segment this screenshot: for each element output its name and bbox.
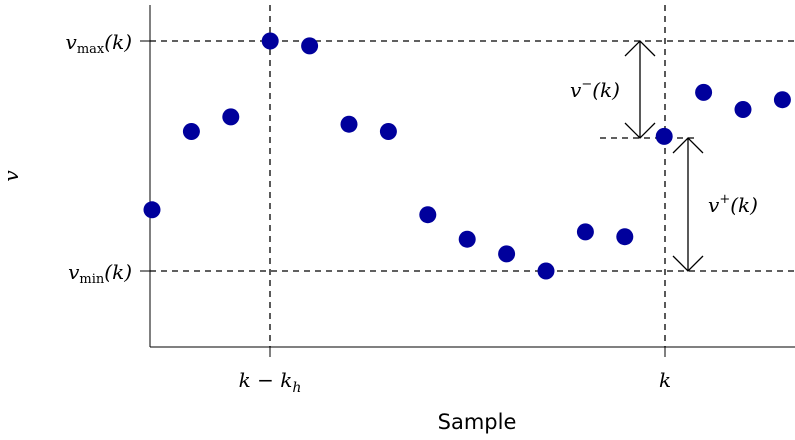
data-point: [261, 32, 279, 50]
data-point: [734, 101, 752, 118]
vplus-arrow: [672, 137, 704, 272]
x-axis-label: Sample: [438, 410, 517, 434]
vmax-label: vmax(k): [66, 30, 132, 57]
data-point: [498, 245, 516, 263]
data-point: [537, 262, 555, 280]
data-point: [616, 228, 634, 246]
data-point: [340, 115, 358, 133]
vmin-label: vmin(k): [68, 260, 132, 287]
data-point: [576, 223, 594, 241]
data-point: [655, 127, 673, 145]
vplus-label: v+(k): [708, 192, 758, 217]
data-point: [695, 83, 713, 101]
data-point: [419, 206, 437, 224]
y-axis-label: v: [0, 170, 23, 182]
data-points: [143, 32, 791, 280]
data-point: [301, 37, 319, 55]
data-point: [458, 230, 476, 248]
data-point: [773, 91, 791, 109]
vminus-label: v−(k): [570, 77, 620, 102]
data-point: [222, 108, 240, 126]
data-point: [143, 201, 161, 219]
data-point: [379, 123, 397, 140]
k-label: k: [659, 368, 671, 392]
vminus-arrow: [624, 40, 656, 139]
data-point: [182, 123, 200, 140]
k-minus-kh-label: k − kh: [239, 368, 302, 396]
